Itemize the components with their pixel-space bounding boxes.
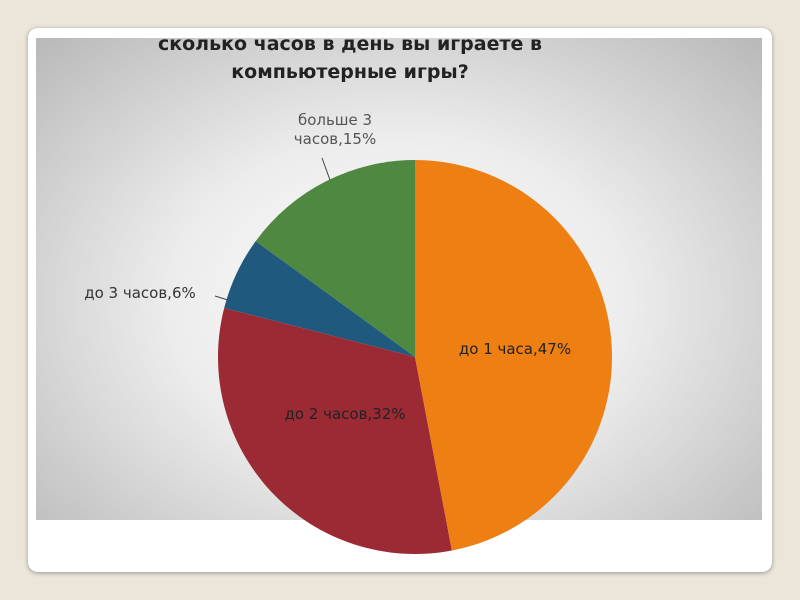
pie-slice [255, 160, 415, 357]
data-label: до 3 часов,6% [84, 284, 196, 302]
data-label: больше 3 часов,15% [293, 111, 377, 148]
data-label: до 1 часа,47% [458, 340, 572, 358]
pie-slice [224, 241, 415, 357]
pie-slice [415, 160, 613, 551]
leader-line [214, 295, 229, 301]
chart-title: сколько часов в день вы играете в компью… [157, 33, 543, 83]
pie-slice [218, 308, 452, 554]
data-label: до 2 часов,32% [284, 405, 406, 423]
leader-line [321, 157, 331, 181]
